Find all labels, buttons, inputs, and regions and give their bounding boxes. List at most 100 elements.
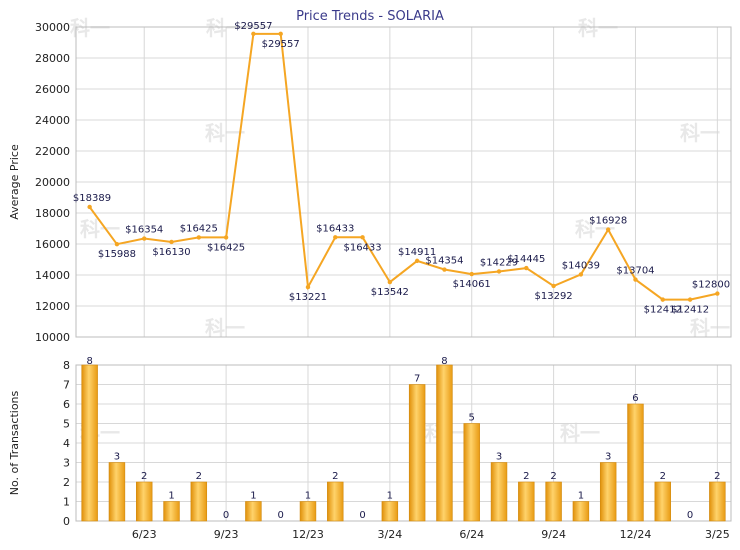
price-y-axis-label: Average Price: [8, 144, 21, 220]
transactions-bar: [245, 501, 262, 522]
price-data-label: $18389: [73, 193, 111, 204]
transactions-bar: [81, 364, 98, 522]
transactions-bar: [545, 481, 562, 522]
watermark: 科一: [690, 316, 730, 340]
price-point: [469, 271, 474, 277]
transactions-data-label: 5: [469, 413, 475, 424]
transactions-data-label: 2: [523, 471, 529, 482]
transactions-data-label: 0: [687, 510, 693, 521]
price-data-label: $12412: [644, 305, 682, 316]
price-data-label: $16130: [152, 247, 190, 258]
price-point: [605, 227, 611, 232]
transactions-bar: [136, 481, 153, 522]
transactions-data-label: 1: [250, 491, 256, 502]
price-point: [333, 235, 338, 240]
price-data-label: $29557: [262, 39, 300, 50]
transactions-bar: [327, 481, 344, 522]
transactions-data-label: 1: [387, 491, 393, 502]
price-y-tick-label: 16000: [35, 238, 70, 251]
price-data-label: $29557: [234, 21, 272, 32]
transactions-y-tick-label: 6: [63, 398, 70, 411]
x-tick-label: 12/23: [292, 528, 324, 541]
transactions-data-label: 2: [196, 471, 202, 482]
transactions-bar: [709, 481, 726, 522]
transactions-y-axis-label: No. of Transactions: [8, 390, 21, 495]
price-point: [414, 258, 420, 264]
transactions-data-label: 0: [223, 510, 229, 521]
price-point: [715, 291, 720, 296]
x-tick-label: 6/23: [132, 528, 157, 541]
transactions-data-label: 2: [660, 471, 666, 482]
price-y-tick-label: 22000: [35, 145, 70, 158]
transactions-bar: [299, 501, 317, 522]
transactions-plot-frame: [75, 364, 732, 522]
transactions-data-label: 2: [550, 471, 556, 482]
transactions-y-tick-label: 2: [63, 476, 70, 489]
transactions-data-label: 3: [496, 452, 502, 463]
transactions-data-label: 1: [305, 491, 311, 502]
price-point: [278, 31, 283, 37]
price-point: [305, 284, 311, 290]
price-point: [114, 241, 120, 247]
transactions-data-label: 2: [332, 471, 338, 482]
price-data-label: $13221: [289, 292, 327, 303]
transactions-bar: [599, 462, 617, 522]
transactions-bar: [108, 462, 126, 522]
price-y-tick-label: 10000: [35, 331, 70, 344]
price-data-label: $16433: [316, 223, 354, 234]
transactions-data-label: 0: [359, 510, 365, 521]
transactions-y-tick-label: 7: [63, 379, 70, 392]
transactions-bar: [490, 462, 508, 522]
price-y-tick-label: 18000: [35, 207, 70, 220]
x-tick-label: 9/24: [541, 528, 566, 541]
transactions-data-label: 2: [714, 471, 720, 482]
chart-title: Price Trends - SOLARIA: [296, 9, 444, 24]
price-data-label: $14061: [453, 279, 491, 290]
price-point: [633, 277, 638, 282]
price-point: [223, 235, 229, 240]
price-data-label: $14911: [398, 247, 436, 258]
price-point: [687, 297, 693, 302]
transactions-bar: [654, 481, 671, 522]
transactions-y-tick-label: 5: [63, 418, 70, 431]
x-tick-label: 3/25: [705, 528, 730, 541]
watermark: 科一: [70, 16, 110, 40]
x-tick-label: 3/24: [378, 528, 403, 541]
price-data-label: $16425: [180, 223, 218, 234]
price-point: [442, 267, 447, 272]
transactions-bar: [518, 481, 535, 522]
price-point: [169, 239, 174, 245]
transactions-data-label: 6: [632, 393, 638, 404]
transactions-y-tick-label: 1: [63, 496, 70, 509]
price-data-label: $13292: [535, 291, 573, 302]
price-y-tick-label: 12000: [35, 300, 70, 313]
price-point: [87, 204, 92, 210]
price-data-label: $14039: [562, 260, 600, 271]
watermark: 科一: [560, 421, 600, 445]
transactions-data-label: 3: [605, 452, 611, 463]
x-tick-label: 6/24: [459, 528, 484, 541]
price-data-label: $13542: [371, 287, 409, 298]
transactions-bar: [190, 481, 208, 522]
price-y-tick-label: 14000: [35, 269, 70, 282]
price-data-label: $15988: [98, 249, 136, 260]
price-data-label: $16354: [125, 225, 163, 236]
price-y-tick-label: 20000: [35, 176, 70, 189]
transactions-data-label: 2: [141, 471, 147, 482]
price-point: [196, 235, 202, 240]
watermark: 科一: [680, 121, 720, 145]
price-point: [142, 236, 147, 241]
transactions-y-tick-label: 8: [63, 359, 70, 372]
price-data-label: $12800: [692, 280, 730, 291]
x-tick-label: 12/24: [620, 528, 652, 541]
price-point: [387, 279, 393, 285]
price-data-label: $12412: [671, 305, 709, 316]
transactions-bar: [381, 501, 399, 522]
transactions-data-label: 3: [114, 452, 120, 463]
price-point: [251, 31, 256, 37]
price-data-label: $14354: [425, 256, 463, 267]
transactions-data-label: 0: [278, 510, 284, 521]
watermark: 科一: [578, 16, 618, 40]
price-point: [660, 297, 665, 302]
